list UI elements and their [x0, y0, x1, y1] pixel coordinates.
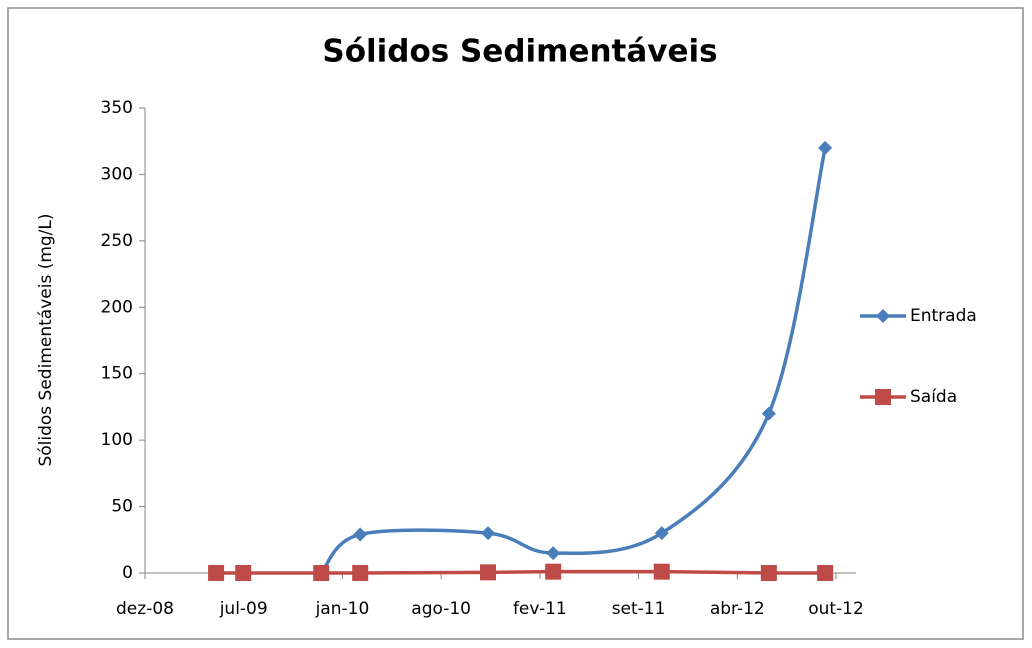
point	[480, 564, 497, 581]
point	[208, 565, 225, 581]
y-tick-label: 200	[101, 297, 133, 317]
legend-label: Entrada	[910, 306, 977, 326]
point	[653, 563, 670, 580]
x-tick-label: dez-08	[116, 599, 174, 619]
series-line	[319, 147, 827, 575]
chart-title: Sólidos Sedimentáveis	[322, 34, 717, 70]
y-tick-label: 100	[101, 430, 133, 450]
point	[546, 546, 561, 561]
x-tick-label: set-11	[612, 599, 666, 619]
point	[761, 406, 776, 421]
x-tick-label: out-12	[808, 599, 864, 619]
point	[818, 140, 833, 155]
point	[352, 565, 369, 581]
series-line	[216, 569, 826, 575]
y-axis-title: Sólidos Sedimentáveis (mg/L)	[36, 213, 56, 466]
point	[353, 527, 368, 542]
y-tick-label: 0	[122, 563, 133, 583]
point	[654, 526, 669, 541]
x-tick-label: abr-12	[710, 599, 765, 619]
point	[481, 526, 496, 541]
y-tick-label: 50	[111, 497, 133, 517]
y-tick-label: 300	[101, 164, 133, 184]
legend-marker	[876, 309, 890, 323]
y-tick-label: 250	[101, 231, 133, 251]
x-tick-label: ago-10	[411, 599, 471, 619]
x-tick-label: jan-10	[315, 599, 370, 619]
x-tick-label: fev-11	[513, 599, 567, 619]
legend-marker	[875, 389, 891, 405]
point	[235, 565, 252, 581]
legend-label: Saída	[910, 387, 957, 407]
point	[313, 565, 330, 581]
chart-frame	[7, 7, 1024, 640]
point	[817, 565, 834, 581]
y-tick-label: 150	[101, 364, 133, 384]
point	[545, 563, 562, 580]
x-tick-label: jul-09	[219, 599, 268, 619]
y-tick-label: 350	[101, 98, 133, 118]
point	[760, 565, 777, 581]
